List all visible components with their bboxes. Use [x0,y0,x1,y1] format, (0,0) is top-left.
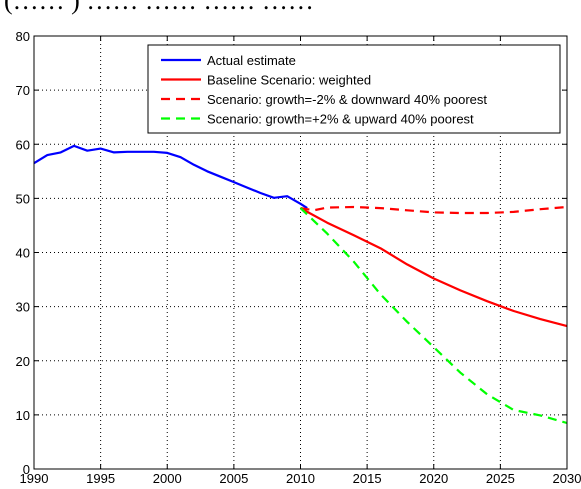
legend-label: Actual estimate [207,53,296,68]
legend-label: Scenario: growth=-2% & downward 40% poor… [207,92,487,107]
series-line-4 [299,207,568,425]
series-line-2 [299,207,568,328]
y-tick-label: 50 [16,191,30,206]
y-tick-label: 30 [16,300,30,315]
series-line-1 [33,144,308,210]
legend-label: Scenario: growth=+2% & upward 40% poores… [207,112,474,127]
x-tick-label: 2005 [219,471,248,486]
x-tick-label: 2030 [553,471,581,486]
x-tick-label: 2025 [486,471,515,486]
legend-box [147,44,561,134]
series-lines [33,144,568,425]
y-tick-label: 20 [16,354,30,369]
y-tick-label: 80 [16,29,30,44]
cropped-text: (…… ) …… …… …… …… [4,0,314,15]
y-tick-label: 60 [16,137,30,152]
series-line-3 [300,205,568,215]
x-tick-label: 1995 [86,471,115,486]
y-tick-label: 10 [16,408,30,423]
legend: Actual estimate Baseline Scenario: weight… [147,44,561,134]
x-tick-label: 2010 [286,471,315,486]
x-tick-label: 2020 [419,471,448,486]
y-tick-label: 70 [16,83,30,98]
x-tick-label: 2015 [353,471,382,486]
y-tick-label: 40 [16,246,30,261]
cropped-text-fragment: (…… ) …… …… …… …… [0,0,581,22]
x-tick-label: 2000 [153,471,182,486]
x-tick-label: 1990 [20,471,49,486]
legend-label: Baseline Scenario: weighted [207,73,371,88]
y-tick-label: 0 [23,462,30,477]
axis-ticks: 1990 1995 2000 2005 2010 2015 2020 2025 20300102… [16,29,581,486]
